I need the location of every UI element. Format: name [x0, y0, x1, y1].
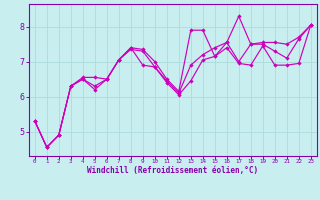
X-axis label: Windchill (Refroidissement éolien,°C): Windchill (Refroidissement éolien,°C) — [87, 166, 258, 175]
